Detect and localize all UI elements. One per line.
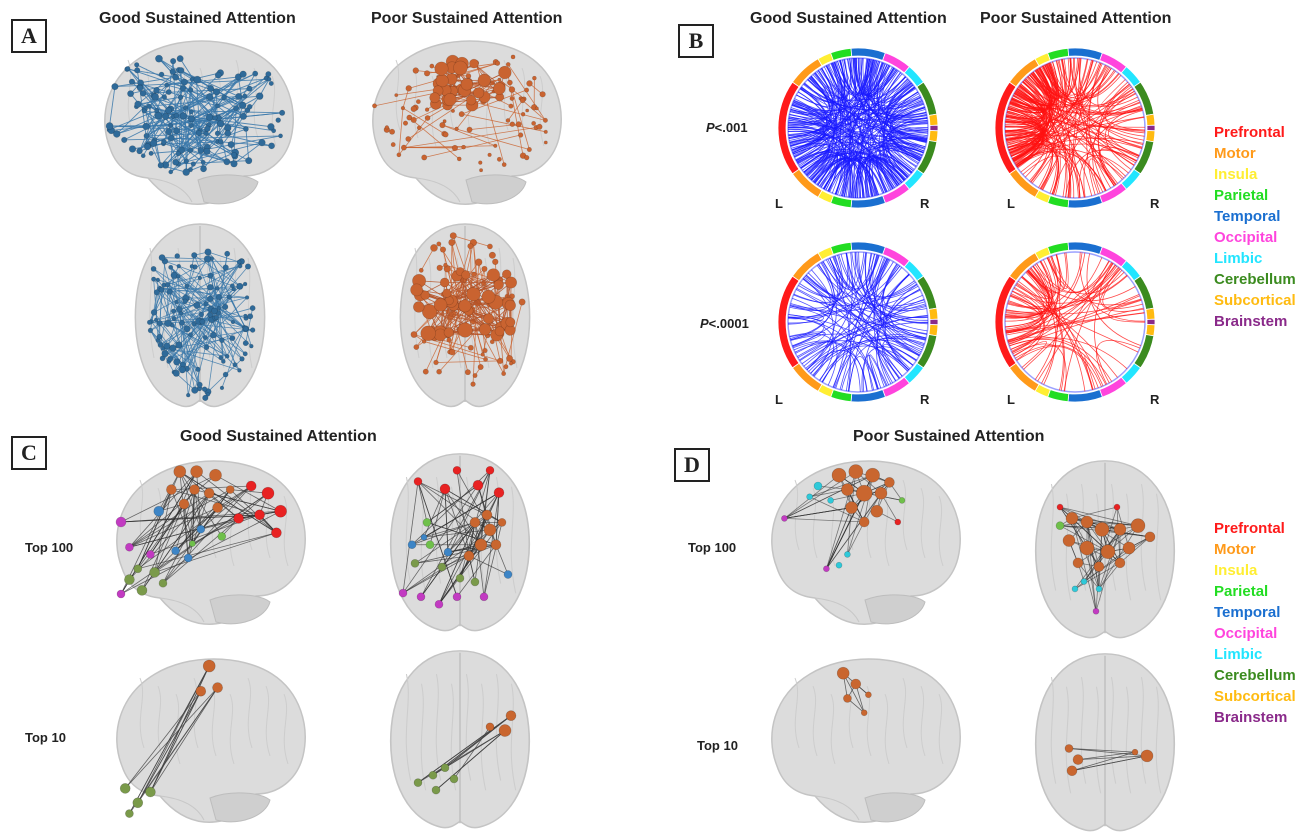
panel-d-top100-axial xyxy=(1034,460,1176,639)
panel-c-top100-axial xyxy=(389,453,531,632)
panel-c-title: Good Sustained Attention xyxy=(180,428,377,445)
legend-item: Occipital xyxy=(1214,229,1278,246)
chord-poor-p001-left: L xyxy=(1007,196,1015,211)
panel-b-title-good: Good Sustained Attention xyxy=(750,10,947,27)
panel-a-title-poor: Poor Sustained Attention xyxy=(371,10,563,27)
panel-d-title: Poor Sustained Attention xyxy=(853,428,1045,445)
chord-good-p001 xyxy=(777,47,939,209)
legend-item: Parietal xyxy=(1214,583,1269,600)
chord-poor-p0001-right: R xyxy=(1150,392,1160,407)
panel-a-good-sagittal xyxy=(104,40,294,205)
legend-item: Insula xyxy=(1214,166,1258,183)
chord-good-p0001-left: L xyxy=(775,392,783,407)
legend-item: Cerebellum xyxy=(1214,271,1296,288)
legend-item: Cerebellum xyxy=(1214,667,1296,684)
legend-item: Insula xyxy=(1214,562,1258,579)
panel-d-top100-sagittal xyxy=(771,460,961,625)
panel-a-poor-axial xyxy=(399,223,531,408)
panel-a-poor-sagittal xyxy=(372,40,562,205)
panel-b-title-poor: Poor Sustained Attention xyxy=(980,10,1172,27)
panel-d-row-top10: Top 10 xyxy=(697,738,738,753)
chord-good-p001-right: R xyxy=(920,196,930,211)
legend-item: Prefrontal xyxy=(1214,520,1285,537)
chord-good-p0001-right: R xyxy=(920,392,930,407)
region-legend-bottom: Prefrontal Motor Insula Parietal Tempora… xyxy=(1214,518,1296,728)
legend-item: Temporal xyxy=(1214,208,1281,225)
legend-item: Prefrontal xyxy=(1214,124,1285,141)
legend-item: Motor xyxy=(1214,145,1256,162)
threshold-label-001: P<.001 xyxy=(706,120,748,135)
panel-a-title-good: Good Sustained Attention xyxy=(99,10,296,27)
legend-item: Brainstem xyxy=(1214,709,1288,726)
panel-d-top10-axial xyxy=(1034,653,1176,832)
panel-a-label: A xyxy=(11,19,47,53)
chord-poor-p0001 xyxy=(994,241,1156,403)
panel-c-label: C xyxy=(11,436,47,470)
panel-c-top100-sagittal xyxy=(115,460,306,625)
chord-good-p0001 xyxy=(777,241,939,403)
legend-item: Parietal xyxy=(1214,187,1269,204)
legend-item: Brainstem xyxy=(1214,313,1288,330)
panel-d-row-top100: Top 100 xyxy=(688,540,737,555)
chord-poor-p001-right: R xyxy=(1150,196,1160,211)
panel-c-top10-axial xyxy=(389,650,531,829)
chord-good-p001-left: L xyxy=(775,196,783,211)
legend-item: Limbic xyxy=(1214,646,1263,663)
legend-item: Temporal xyxy=(1214,604,1281,621)
chord-poor-p0001-left: L xyxy=(1007,392,1015,407)
panel-c-row-top10: Top 10 xyxy=(25,730,66,745)
panel-d-top10-sagittal xyxy=(771,658,961,823)
legend-item: Limbic xyxy=(1214,250,1263,267)
region-legend-top: Prefrontal Motor Insula Parietal Tempora… xyxy=(1214,122,1296,332)
chord-poor-p001 xyxy=(994,47,1156,209)
panel-d-label: D xyxy=(674,448,710,482)
legend-item: Subcortical xyxy=(1214,688,1296,705)
panel-c-top10-sagittal xyxy=(116,658,306,823)
threshold-label-0001: P<.0001 xyxy=(700,316,749,331)
panel-c-row-top100: Top 100 xyxy=(25,540,74,555)
panel-b-label: B xyxy=(678,24,714,58)
legend-item: Occipital xyxy=(1214,625,1278,642)
legend-item: Motor xyxy=(1214,541,1256,558)
legend-item: Subcortical xyxy=(1214,292,1296,309)
panel-a-good-axial xyxy=(134,223,266,408)
